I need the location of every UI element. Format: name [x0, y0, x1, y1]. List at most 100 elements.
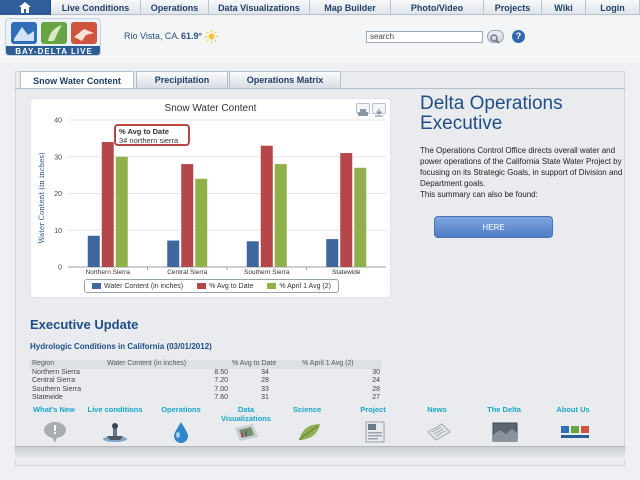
table-row: Northern Sierra 8.50 34 30	[30, 369, 382, 378]
nav-map-builder[interactable]: Map Builder	[310, 0, 391, 15]
bottom-nav-project[interactable]: Project	[360, 405, 386, 414]
table-cell: 24	[372, 377, 380, 384]
table-cell: 27	[372, 394, 380, 401]
chart-print-button[interactable]	[356, 103, 370, 116]
table-cell: Statewide	[32, 394, 63, 401]
search-icon	[490, 34, 500, 44]
delta-operations-title: Delta Operations Executive	[420, 93, 563, 134]
search-button[interactable]	[487, 30, 504, 44]
table-cell: 7.60	[214, 394, 228, 401]
legend-item-water-content[interactable]: Water Content (in inches)	[92, 283, 183, 290]
y-tick-label: 0	[58, 265, 62, 272]
table-row: Central Sierra 7.20 28 24	[30, 377, 382, 386]
chart-ylabel: Water Content (in inches)	[38, 152, 46, 244]
x-tick-label: Central Sierra	[167, 269, 207, 276]
home-icon	[19, 2, 31, 13]
help-icon[interactable]: ?	[512, 30, 525, 43]
bottom-nav-whats-new[interactable]: What's New	[33, 405, 75, 414]
table-cell: 7.20	[214, 377, 228, 384]
webcam-boat-icon[interactable]	[102, 420, 128, 444]
table-cell: Central Sierra	[32, 377, 76, 384]
leaf-icon[interactable]	[296, 420, 322, 444]
y-tick-label: 40	[54, 118, 62, 125]
chart-export-button[interactable]	[372, 103, 386, 117]
bottom-nav-live-conditions[interactable]: Live conditions	[87, 405, 143, 414]
bar-april-avg	[115, 156, 128, 267]
legend-swatch	[197, 283, 207, 289]
nav-wiki[interactable]: Wiki	[542, 0, 586, 15]
table-cell: 28	[372, 385, 380, 393]
table-header: % Avg to Date	[230, 360, 300, 369]
table-cell: 30	[372, 368, 380, 376]
table-cell: 28	[261, 377, 269, 384]
bar-avg-to-date	[181, 164, 194, 267]
bay-delta-live-logo[interactable]: BAY-DELTA LIVE	[5, 18, 101, 56]
document-icon[interactable]	[362, 420, 388, 444]
y-tick-label: 20	[54, 191, 62, 198]
temperature-value: 61.9°	[181, 31, 203, 41]
delta-description-text: The Operations Control Office directs ov…	[420, 146, 623, 188]
table-header: Water Content (in inches)	[105, 360, 230, 369]
legend-swatch	[267, 283, 277, 289]
chart-title: Snow Water Content	[164, 103, 257, 114]
y-tick-label: 30	[54, 154, 62, 161]
logo-text: BAY-DELTA LIVE	[15, 47, 93, 56]
legend-item-april-avg[interactable]: % April 1 Avg (2)	[267, 283, 331, 290]
table-cell: 7.00	[214, 385, 228, 393]
bar-april-avg	[274, 164, 287, 267]
tab-precipitation[interactable]: Precipitation	[136, 71, 228, 88]
table-cell: 31	[261, 394, 269, 401]
legend-label: % April 1 Avg (2)	[279, 282, 331, 290]
tab-divider	[15, 88, 625, 89]
chart-ylabel-wrap: Water Content (in inches)	[36, 150, 48, 250]
search-input[interactable]: search	[366, 31, 483, 43]
bottom-nav-shelf	[15, 446, 625, 460]
download-icon	[375, 109, 383, 117]
tooltip-title: % Avg to Date	[119, 127, 169, 136]
delta-found-text: This summary can also be found:	[420, 190, 538, 199]
bar-avg-to-date	[101, 142, 114, 267]
bar-water-content	[87, 235, 100, 267]
delta-photo-icon[interactable]	[492, 420, 518, 444]
table-cell: 8.50	[214, 368, 228, 376]
tab-operations-matrix[interactable]: Operations Matrix	[229, 71, 341, 88]
bottom-nav-about-us[interactable]: About Us	[556, 405, 590, 414]
table-row: Statewide 7.60 31 27	[30, 394, 382, 403]
nav-projects[interactable]: Projects	[484, 0, 542, 15]
legend-label: % Avg to Date	[209, 282, 254, 290]
nav-photo-video[interactable]: Photo/Video	[391, 0, 484, 15]
nav-operations[interactable]: Operations	[141, 0, 209, 15]
speech-bubble-icon[interactable]	[42, 420, 68, 444]
chart-map-icon[interactable]	[233, 420, 259, 444]
bottom-nav-science[interactable]: Science	[292, 405, 322, 414]
water-drop-icon[interactable]	[168, 420, 194, 444]
chart-legend: Water Content (in inches) % Avg to Date …	[84, 279, 339, 293]
x-tick-label: Statewide	[332, 269, 361, 276]
legend-item-avg-to-date[interactable]: % Avg to Date	[197, 283, 253, 290]
bottom-nav-the-delta[interactable]: The Delta	[487, 405, 521, 414]
legend-swatch	[92, 283, 101, 289]
logo-graphic	[6, 22, 100, 55]
table-cell: 34	[261, 368, 269, 376]
newspaper-icon[interactable]	[426, 420, 452, 444]
tab-snow-water-content[interactable]: Snow Water Content	[20, 71, 134, 89]
nav-data-visualizations[interactable]: Data Visualizations	[209, 0, 310, 15]
table-cell: Northern Sierra	[32, 368, 80, 376]
bar-april-avg	[354, 167, 367, 267]
location-label: Rio Vista, CA.	[124, 31, 180, 41]
bottom-nav-data-visualizations[interactable]: Data Visualizations	[221, 405, 271, 423]
logo-icon[interactable]	[560, 420, 590, 444]
bottom-nav-news[interactable]: News	[427, 405, 447, 414]
hydrologic-table: Region Water Content (in inches) % Avg t…	[30, 360, 382, 403]
tooltip-text: 34 northern sierra	[119, 136, 179, 145]
nav-live-conditions[interactable]: Live Conditions	[51, 0, 141, 15]
here-button[interactable]: HERE	[434, 216, 553, 238]
bar-water-content	[167, 240, 180, 267]
bar-avg-to-date	[260, 145, 273, 267]
bottom-nav-operations[interactable]: Operations	[161, 405, 201, 414]
table-header: Region	[30, 360, 105, 369]
table-cell: 33	[261, 385, 269, 393]
table-header-row: Region Water Content (in inches) % Avg t…	[30, 360, 382, 369]
y-tick-label: 10	[54, 228, 62, 235]
home-button[interactable]	[0, 0, 51, 15]
